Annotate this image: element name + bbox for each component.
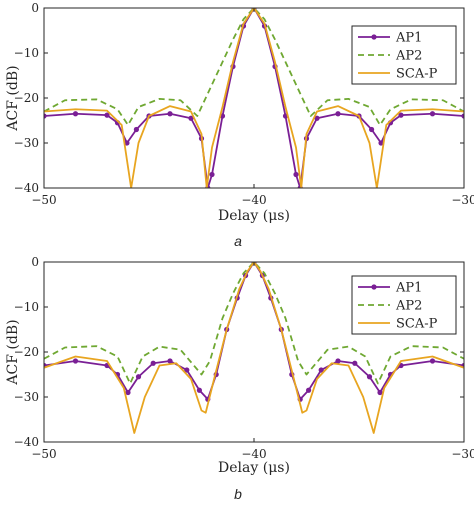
series-ap1-point <box>72 358 79 364</box>
series-ap1-point <box>335 358 341 364</box>
series-ap2-group <box>44 8 464 126</box>
panel-caption: b <box>234 486 242 502</box>
series-ap1-point <box>314 115 320 121</box>
series-ap2-group <box>44 262 464 385</box>
x-axis-label: Delay (μs) <box>218 460 290 476</box>
y-tick-label: −40 <box>14 181 39 195</box>
series-ap1-point <box>378 140 384 146</box>
y-axis-label: ACF (dB) <box>5 319 21 385</box>
series-ap1-point <box>429 111 436 117</box>
series-ap2-line <box>44 8 464 126</box>
series-ap1-point <box>125 389 131 396</box>
y-tick-label: 0 <box>31 255 39 269</box>
legend-marker-ap1 <box>371 284 377 290</box>
y-tick-label: −20 <box>14 345 39 359</box>
series-ap1-point <box>429 358 436 364</box>
series-ap1-point <box>150 360 156 366</box>
x-tick-label: −50 <box>31 447 56 461</box>
legend-label-sca-p: SCA-P <box>396 317 438 332</box>
x-tick-label: −30 <box>451 193 474 207</box>
series-ap1-point <box>133 126 139 133</box>
series-ap1-point <box>318 367 324 373</box>
legend-label-ap1: AP1 <box>395 31 422 46</box>
panel-caption: a <box>234 233 242 249</box>
series-ap1-point <box>398 112 404 118</box>
series-ap2-line <box>44 262 464 385</box>
x-tick-label: −40 <box>241 193 266 207</box>
legend: AP1 AP2 SCA-P <box>351 275 457 335</box>
y-axis-label: ACF (dB) <box>5 65 21 131</box>
y-tick-label: −30 <box>14 390 39 404</box>
series-ap1-point <box>124 140 130 146</box>
series-ap1-point <box>104 112 110 118</box>
legend-label-ap2: AP2 <box>395 299 422 314</box>
x-tick-label: −30 <box>451 447 474 461</box>
legend-label-ap1: AP1 <box>395 281 422 296</box>
x-axis-label: Delay (μs) <box>218 208 290 224</box>
series-ap1-point <box>377 389 383 396</box>
legend: AP1 AP2 SCA-P <box>351 25 457 85</box>
series-ap1-point <box>167 358 173 364</box>
y-tick-label: −40 <box>14 435 39 449</box>
series-ap1-point <box>461 113 464 119</box>
y-tick-label: −10 <box>14 46 39 60</box>
y-tick-label: −20 <box>14 91 39 105</box>
series-ap1-point <box>306 387 312 393</box>
series-ap1-point <box>335 111 341 117</box>
series-ap1-point <box>44 113 47 119</box>
series-ap1-point <box>167 111 173 117</box>
x-tick-label: −50 <box>31 193 56 207</box>
series-ap1-point <box>366 374 373 380</box>
y-tick-label: −10 <box>14 300 39 314</box>
series-ap1-point <box>293 171 299 178</box>
series-ap1-point <box>369 126 375 133</box>
legend-marker-ap1 <box>371 34 377 40</box>
legend-label-sca-p: SCA-P <box>396 67 438 82</box>
legend-label-ap2: AP2 <box>395 49 422 64</box>
series-ap1-point <box>209 171 215 178</box>
series-sca-p-line <box>44 8 464 188</box>
y-tick-label: 0 <box>31 1 39 15</box>
series-sca-p-line <box>44 262 464 434</box>
series-sca-p-group <box>44 8 464 188</box>
series-ap1-point <box>135 374 142 380</box>
series-ap1-point <box>352 360 358 366</box>
series-ap1-point <box>72 111 79 117</box>
series-sca-p-group <box>44 262 464 434</box>
series-ap1-point <box>188 115 194 121</box>
y-tick-label: −30 <box>14 136 39 150</box>
series-ap1-point <box>184 367 190 373</box>
series-ap1-point <box>196 387 202 393</box>
x-tick-label: −40 <box>241 447 266 461</box>
